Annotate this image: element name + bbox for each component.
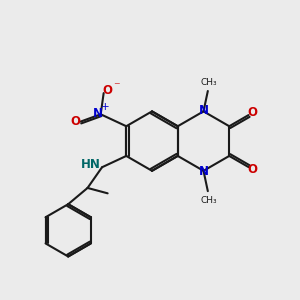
Text: N: N — [199, 165, 208, 178]
Text: O: O — [247, 106, 257, 119]
Text: O: O — [102, 84, 112, 97]
Text: N: N — [93, 107, 103, 120]
Text: HN: HN — [81, 158, 100, 171]
Text: O: O — [247, 163, 257, 176]
Text: +: + — [101, 102, 110, 112]
Text: N: N — [199, 104, 208, 117]
Text: CH₃: CH₃ — [200, 196, 217, 205]
Text: CH₃: CH₃ — [200, 78, 217, 87]
Text: O: O — [70, 115, 80, 128]
Text: ⁻: ⁻ — [113, 80, 119, 93]
